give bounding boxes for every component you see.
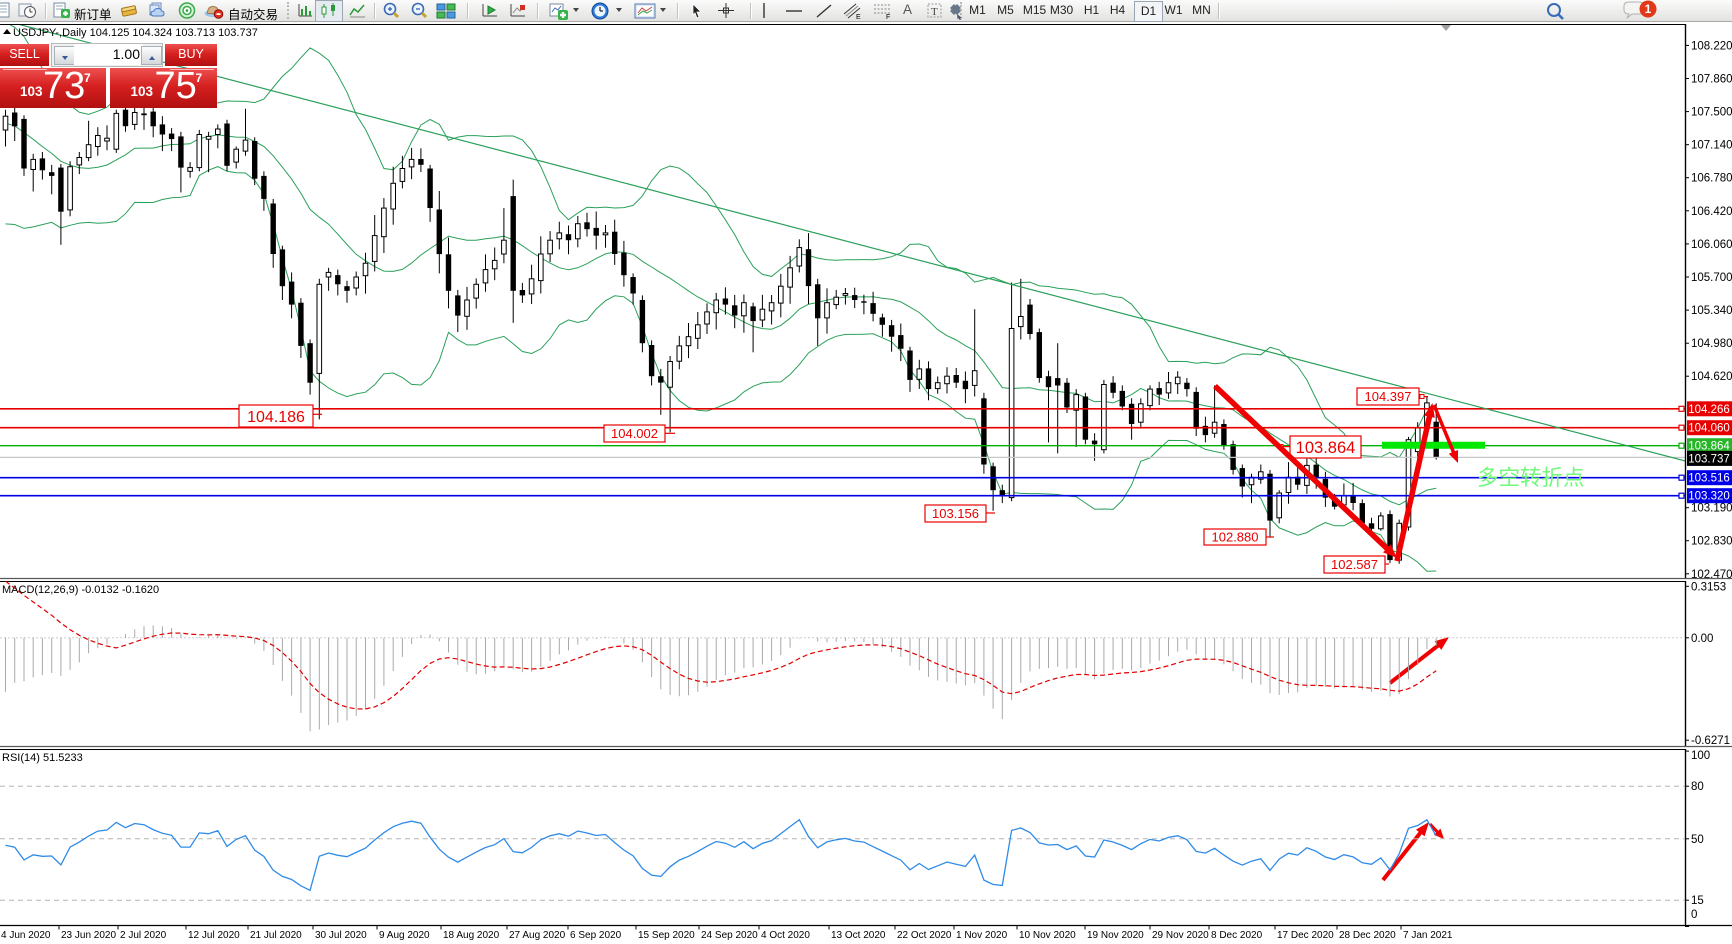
svg-text:106.060: 106.060 xyxy=(1691,239,1732,251)
svg-text:10 Nov 2020: 10 Nov 2020 xyxy=(1019,930,1076,941)
svg-text:13 Oct 2020: 13 Oct 2020 xyxy=(831,930,886,941)
svg-text:19 Nov 2020: 19 Nov 2020 xyxy=(1087,930,1144,941)
svg-text:104.266: 104.266 xyxy=(1688,404,1730,416)
svg-text:0.00: 0.00 xyxy=(1691,633,1713,645)
svg-text:RSI(14) 51.5233: RSI(14) 51.5233 xyxy=(2,752,83,764)
svg-text:104.980: 104.980 xyxy=(1691,338,1732,350)
svg-text:4 Oct 2020: 4 Oct 2020 xyxy=(761,930,810,941)
svg-text:106.780: 106.780 xyxy=(1691,173,1732,185)
svg-text:103.190: 103.190 xyxy=(1691,503,1732,515)
svg-text:1 Nov 2020: 1 Nov 2020 xyxy=(956,930,1008,941)
svg-text:107.500: 107.500 xyxy=(1691,107,1732,119)
svg-text:6 Sep 2020: 6 Sep 2020 xyxy=(570,930,622,941)
svg-text:104.060: 104.060 xyxy=(1688,423,1730,435)
svg-text:23 Jun 2020: 23 Jun 2020 xyxy=(61,930,116,941)
svg-text:107.140: 107.140 xyxy=(1691,140,1732,152)
svg-text:15 Sep 2020: 15 Sep 2020 xyxy=(638,930,695,941)
svg-text:28 Dec 2020: 28 Dec 2020 xyxy=(1339,930,1396,941)
svg-text:104.186: 104.186 xyxy=(247,409,305,426)
svg-text:18 Aug 2020: 18 Aug 2020 xyxy=(443,930,500,941)
svg-text:102.830: 102.830 xyxy=(1691,536,1732,548)
svg-text:24 Sep 2020: 24 Sep 2020 xyxy=(701,930,758,941)
svg-text:103.516: 103.516 xyxy=(1688,473,1730,485)
svg-text:105.700: 105.700 xyxy=(1691,272,1732,284)
svg-text:2 Jul 2020: 2 Jul 2020 xyxy=(120,930,167,941)
svg-text:7 Jan 2021: 7 Jan 2021 xyxy=(1403,930,1453,941)
svg-text:17 Dec 2020: 17 Dec 2020 xyxy=(1277,930,1334,941)
svg-text:27 Aug 2020: 27 Aug 2020 xyxy=(509,930,566,941)
svg-text:-0.6271: -0.6271 xyxy=(1691,735,1730,747)
svg-text:MACD(12,26,9) -0.0132 -0.1620: MACD(12,26,9) -0.0132 -0.1620 xyxy=(2,584,159,596)
svg-text:102.587: 102.587 xyxy=(1331,557,1378,572)
svg-text:多空转折点: 多空转折点 xyxy=(1477,466,1585,490)
svg-text:29 Nov 2020: 29 Nov 2020 xyxy=(1152,930,1209,941)
svg-text:103.737: 103.737 xyxy=(1688,453,1730,465)
svg-text:50: 50 xyxy=(1691,834,1704,846)
svg-text:103.864: 103.864 xyxy=(1296,439,1356,457)
svg-text:80: 80 xyxy=(1691,781,1704,793)
svg-text:30 Jul 2020: 30 Jul 2020 xyxy=(315,930,367,941)
svg-text:105.340: 105.340 xyxy=(1691,305,1732,317)
svg-text:0: 0 xyxy=(1691,909,1697,921)
svg-text:103.864: 103.864 xyxy=(1688,441,1730,453)
svg-text:0.3153: 0.3153 xyxy=(1691,581,1726,593)
svg-text:USDJPY-,Daily 104.125 104.324: USDJPY-,Daily 104.125 104.324 103.713 10… xyxy=(13,27,258,39)
svg-text:104.620: 104.620 xyxy=(1691,371,1732,383)
svg-text:E: E xyxy=(856,14,861,20)
svg-text:15: 15 xyxy=(1691,895,1704,907)
svg-text:107.860: 107.860 xyxy=(1691,74,1732,86)
svg-text:103.156: 103.156 xyxy=(932,506,979,521)
svg-text:9 Aug 2020: 9 Aug 2020 xyxy=(379,930,430,941)
svg-text:1: 1 xyxy=(1645,2,1652,16)
svg-text:102.880: 102.880 xyxy=(1212,530,1259,545)
svg-text:4 Jun 2020: 4 Jun 2020 xyxy=(1,930,51,941)
svg-text:108.220: 108.220 xyxy=(1691,40,1732,52)
svg-text:104.397: 104.397 xyxy=(1365,389,1412,404)
svg-text:102.470: 102.470 xyxy=(1691,569,1732,581)
svg-text:100: 100 xyxy=(1691,750,1710,762)
svg-text:F: F xyxy=(886,14,890,20)
svg-text:104.002: 104.002 xyxy=(611,426,658,441)
svg-text:106.420: 106.420 xyxy=(1691,206,1732,218)
svg-text:21 Jul 2020: 21 Jul 2020 xyxy=(250,930,302,941)
svg-text:8 Dec 2020: 8 Dec 2020 xyxy=(1211,930,1263,941)
svg-text:103.320: 103.320 xyxy=(1688,491,1730,503)
svg-text:12 Jul 2020: 12 Jul 2020 xyxy=(188,930,240,941)
svg-text:T: T xyxy=(931,6,938,18)
svg-text:22 Oct 2020: 22 Oct 2020 xyxy=(897,930,952,941)
